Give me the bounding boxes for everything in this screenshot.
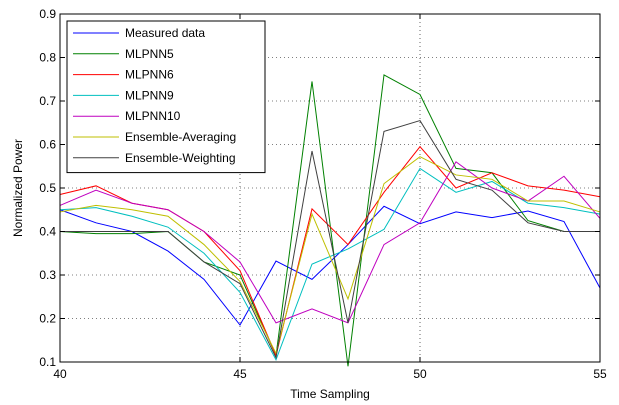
y-tick-label: 0.6 [39, 138, 56, 152]
legend-label: MLPNN10 [125, 109, 181, 123]
legend-label: Measured data [125, 26, 205, 40]
x-tick-label: 45 [233, 367, 247, 381]
x-tick-label: 50 [413, 367, 427, 381]
y-tick-label: 0.3 [39, 268, 56, 282]
y-tick-label: 0.1 [39, 355, 56, 369]
series-line-measured-data [59, 205, 601, 326]
y-axis-label: Normalized Power [11, 139, 25, 237]
x-tick-label: 40 [53, 367, 67, 381]
legend-label: MLPNN9 [125, 88, 174, 102]
series-line-ensemble-weighting [60, 119, 600, 360]
legend-label: MLPNN5 [125, 47, 174, 61]
legend: Measured data MLPNN5 MLPNN6 MLPNN9 MLPNN10 En… [66, 20, 266, 174]
y-tick-label: 0.4 [39, 225, 56, 239]
x-axis-label: Time Sampling [290, 387, 370, 401]
y-tick-label: 0.5 [39, 181, 56, 195]
legend-label: Ensemble-Weighting [125, 151, 236, 165]
legend-label: MLPNN6 [125, 68, 174, 82]
y-tick-label: 0.8 [39, 51, 56, 65]
series-layer [59, 74, 601, 367]
tick-layer: 0.1 0.2 0.3 0.4 0.5 0.6 0.7 0.8 0.9 40 45 50 55 [39, 7, 607, 381]
y-tick-label: 0.9 [39, 7, 56, 21]
series-line-ensemble-averaging [59, 156, 601, 355]
series-line-mlpnn5 [59, 74, 600, 367]
x-tick-label: 55 [593, 367, 607, 381]
y-tick-label: 0.2 [39, 312, 56, 326]
legend-label: Ensemble-Averaging [125, 130, 236, 144]
series-line-mlpnn10 [59, 161, 601, 324]
legend-box [66, 20, 266, 174]
y-tick-label: 0.7 [39, 94, 56, 108]
